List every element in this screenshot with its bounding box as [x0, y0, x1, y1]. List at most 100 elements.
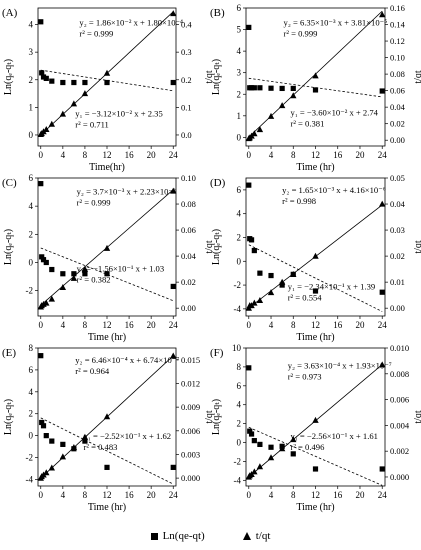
ln-qe-qt-point	[39, 419, 45, 426]
triangle-marker-icon	[242, 532, 251, 540]
ln-qe-qt-point	[60, 79, 66, 86]
y-right-tick-label: 0.006	[390, 395, 409, 405]
x-tick-label: 24	[169, 150, 179, 160]
ln-qe-qt-point	[257, 85, 263, 91]
ln-qe-qt-point	[279, 85, 285, 92]
legend-label-ln: Ln(qe-qt)	[162, 530, 205, 542]
r-squared: r² = 0.999	[77, 197, 111, 207]
fit-equation: y₁ = −2.56×10⁻¹ x + 1.61	[290, 431, 378, 441]
panel-label: (E)	[2, 347, 16, 359]
t-qt-point	[59, 453, 67, 460]
r-squared: r² = 0.999	[284, 29, 318, 39]
y-left-tick-label: -4	[26, 474, 34, 484]
ln-qe-qt-point	[71, 271, 77, 277]
t-qt-point	[379, 11, 386, 18]
x-tick-label: 12	[311, 490, 320, 500]
y-left-tick-label: 0	[29, 130, 34, 140]
y-right-tick-label: 0.02	[181, 277, 196, 287]
x-axis-title: Time (hr)	[296, 332, 334, 343]
chart-panel-d: 0 4 8 12 16 20 24-4-202460.000.010.020.030.040…	[210, 173, 421, 343]
t-qt-point	[267, 289, 275, 296]
ln-qe-qt-point	[248, 431, 255, 437]
ln-qe-qt-point	[82, 271, 88, 277]
r-squared: r² = 0.999	[79, 29, 113, 39]
y-right-tick-label: 0.3	[181, 47, 192, 57]
pseudo-first-order-fit-line	[40, 417, 174, 485]
x-axis-title: Time (hr)	[296, 502, 334, 513]
y-left-axis-title: Ln(qₑ-qₜ)	[211, 59, 222, 95]
y-right-tick-label: 0.10	[390, 53, 405, 63]
ln-qe-qt-point	[290, 451, 296, 457]
y-left-tick-label: 6	[237, 185, 242, 195]
x-tick-label: 0	[247, 320, 252, 330]
x-axis-title: Time (hr)	[296, 162, 334, 173]
t-qt-point	[43, 126, 50, 133]
fit-equation: y₁ = −2.52×10⁻¹ x + 1.62	[84, 431, 172, 441]
ln-qe-qt-point	[60, 441, 66, 447]
ln-qe-qt-point	[290, 85, 296, 92]
y-right-tick-label: 0.2	[181, 75, 192, 85]
ln-qe-qt-point	[38, 353, 44, 359]
ln-qe-qt-point	[49, 266, 55, 273]
t-qt-point	[48, 464, 55, 471]
y-right-tick-label: 0.003	[181, 449, 200, 459]
y-right-tick-label: 0.015	[181, 355, 200, 365]
ln-qe-qt-point	[39, 70, 45, 76]
x-tick-label: 4	[269, 320, 274, 330]
y-left-axis-title: Ln(qₑ-qₜ)	[3, 229, 14, 265]
y-right-axis-title: t/qt	[204, 240, 215, 254]
chart-panel-f: 0 4 8 12 16 20 24-4-202468100.0000.0020.0040.0…	[210, 343, 421, 513]
y-left-tick-label: 10	[232, 343, 242, 353]
y-left-tick-label: 6	[237, 381, 242, 391]
t-qt-point	[170, 10, 177, 17]
y-left-axis-title: Ln(qₑ-qₜ)	[211, 229, 222, 265]
chart-panel-e: 0 4 8 12 16 20 24-4-2024680.0000.0030.0060.009…	[2, 343, 215, 513]
y-left-tick-label: 5	[237, 25, 242, 35]
chart-panel-a: 0 4 8 12 16 20 24012340.00.10.20.30.4(A)Time(h…	[2, 7, 215, 173]
y-right-tick-label: 0.08	[390, 69, 405, 79]
x-tick-label: 16	[333, 490, 343, 500]
y-right-axis-title: t/qt	[204, 70, 215, 84]
ln-qe-qt-point	[43, 259, 49, 266]
ln-qe-qt-point	[246, 182, 252, 188]
x-tick-label: 16	[125, 490, 135, 500]
legend: Ln(qe-qt) t/qt	[0, 526, 421, 546]
x-tick-label: 24	[169, 320, 179, 330]
t-qt-point	[48, 120, 55, 127]
x-tick-label: 4	[269, 490, 274, 500]
t-qt-point	[278, 102, 286, 109]
y-left-tick-label: 4	[29, 201, 34, 211]
x-tick-label: 8	[83, 150, 88, 160]
t-qt-point	[290, 92, 297, 99]
y-left-tick-label: 4	[29, 20, 34, 30]
legend-label-tqt: t/qt	[255, 530, 271, 542]
ln-qe-qt-point	[251, 247, 257, 254]
fit-equation: y₂ = 1.86×10⁻² x + 1.80×10⁻⁴	[79, 18, 183, 28]
t-qt-point	[48, 295, 55, 302]
x-tick-label: 24	[378, 320, 388, 330]
y-right-tick-label: 0.04	[181, 251, 197, 261]
x-tick-label: 12	[103, 490, 112, 500]
x-tick-label: 12	[103, 320, 112, 330]
y-right-tick-label: 0.009	[181, 402, 200, 412]
ln-qe-qt-point	[268, 444, 274, 450]
ln-qe-qt-point	[268, 85, 274, 91]
t-qt-point	[312, 72, 319, 79]
ln-qe-qt-point	[312, 87, 319, 93]
ln-qe-qt-point	[170, 79, 176, 86]
y-left-tick-label: 2	[29, 409, 34, 419]
ln-qe-qt-point	[43, 433, 49, 439]
x-tick-label: 8	[83, 320, 88, 330]
ln-qe-qt-point	[40, 74, 47, 80]
ln-qe-qt-point	[279, 282, 285, 288]
r-squared: r² = 0.382	[77, 275, 111, 285]
ln-qe-qt-point	[312, 288, 319, 294]
y-left-axis-title: Ln(qₑ-qₜ)	[3, 399, 14, 435]
y-right-tick-label: 0.16	[390, 3, 405, 13]
t-qt-point	[256, 296, 264, 303]
ln-qe-qt-point	[40, 423, 47, 429]
panel-label: (B)	[210, 7, 225, 19]
y-right-tick-label: 0.1	[181, 102, 192, 112]
x-axis-title: Time(hr)	[89, 162, 125, 173]
r-squared: r² = 0.483	[84, 442, 118, 452]
